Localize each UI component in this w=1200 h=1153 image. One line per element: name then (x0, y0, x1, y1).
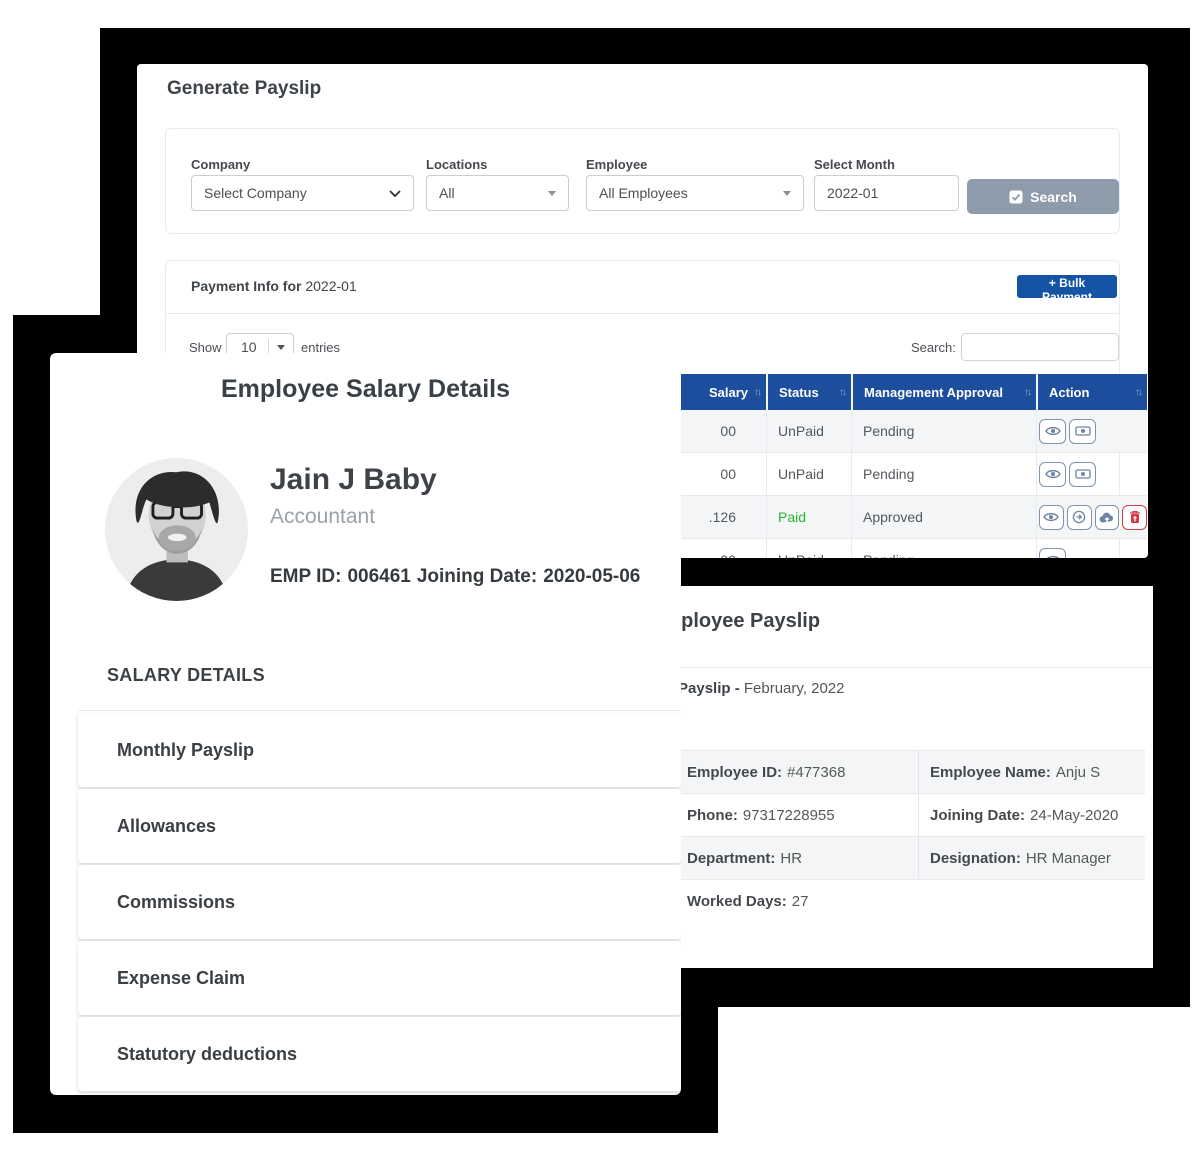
salary-cell: 00 (720, 423, 736, 439)
approval-cell: Approved (851, 496, 1036, 538)
detail-cell: Worked Days: 27 (687, 892, 809, 910)
caret-down-icon (783, 190, 791, 196)
table-search-label: Search: (911, 340, 956, 355)
divider (78, 710, 681, 711)
employee-name: Jain J Baby (270, 463, 437, 496)
status-cell: Paid (766, 496, 851, 538)
salary-cell: .126 (708, 509, 736, 525)
search-button[interactable]: Search (967, 179, 1119, 214)
eye-icon (1045, 554, 1061, 558)
payment-info-heading: Payment Info for 2022-01 (191, 278, 357, 294)
detail-cell (918, 880, 1145, 922)
salary-details-section-header: SALARY DETAILS (107, 665, 265, 685)
table-search-input[interactable] (961, 333, 1119, 361)
chevron-down-icon (389, 189, 401, 197)
view-button[interactable] (1039, 418, 1066, 444)
column-header-status[interactable]: Status ↑↓ (766, 374, 851, 410)
view-button[interactable] (1039, 504, 1064, 530)
action-cell (1036, 410, 1147, 452)
detail-cell: Phone: 97317228955 (687, 806, 835, 824)
month-label: Select Month (814, 157, 895, 172)
banknote-icon (1074, 468, 1091, 480)
checkbox-icon (1009, 190, 1023, 204)
pay-button[interactable] (1069, 418, 1096, 444)
employee-id-line: EMP ID: 006461 Joining Date: 2020-05-06 (270, 566, 641, 587)
view-button[interactable] (1039, 547, 1066, 558)
detail-cell: Joining Date: 24-May-2020 (918, 794, 1145, 836)
caret-down-icon (548, 190, 556, 196)
month-input[interactable]: 2022-01 (814, 175, 959, 211)
show-label: Show (189, 340, 222, 355)
employee-role: Accountant (270, 505, 376, 528)
approval-cell: Pending (851, 453, 1036, 495)
entries-label: entries (301, 340, 341, 355)
column-header-approval[interactable]: Management Approval ↑↓ (851, 374, 1036, 410)
modal-title: Employee Salary Details (220, 375, 511, 403)
trash-icon (1129, 510, 1141, 524)
page-title: Generate Payslip (167, 78, 322, 99)
employee-avatar (105, 458, 248, 601)
sort-icon: ↑↓ (1135, 386, 1143, 398)
company-label: Company (191, 157, 251, 172)
salary-cell: 00 (720, 466, 736, 482)
detail-cell: Employee Name: Anju S (918, 751, 1145, 793)
menu-item-allowances[interactable]: Allowances (78, 789, 681, 863)
bulk-payment-button[interactable]: + Bulk Payment (1017, 275, 1117, 304)
employee-label: Employee (586, 157, 648, 172)
circle-arrow-icon (1072, 510, 1086, 524)
paid-circle-button[interactable] (1066, 504, 1092, 530)
divider (166, 313, 1119, 314)
table-row: Worked Days: 27 (679, 880, 1145, 922)
action-cell (1036, 539, 1147, 558)
employee-payslip-card: Employee Payslip Payslip - February, 202… (650, 586, 1153, 968)
view-button[interactable] (1039, 461, 1066, 487)
table-row: Department: HR Designation: HR Manager (679, 837, 1145, 880)
menu-item-commissions[interactable]: Commissions (78, 865, 681, 939)
detail-cell: Department: HR (687, 849, 803, 867)
banknote-icon (1074, 425, 1091, 437)
status-cell: UnPaid (766, 410, 851, 452)
company-select[interactable]: Select Company (191, 175, 414, 211)
status-cell: UnPaid (766, 453, 851, 495)
menu-item-monthly-payslip[interactable]: Monthly Payslip (78, 713, 681, 787)
sort-icon: ↑↓ (754, 386, 762, 398)
cloud-upload-icon (1099, 511, 1115, 524)
delete-button[interactable] (1122, 504, 1147, 530)
employee-select[interactable]: All Employees (586, 175, 804, 211)
eye-icon (1043, 511, 1060, 523)
eye-icon (1044, 468, 1061, 480)
action-cell (1036, 453, 1147, 495)
action-cell (1036, 496, 1147, 538)
status-cell: UnPaid (766, 539, 851, 558)
sort-icon: ↑↓ (839, 386, 847, 398)
menu-item-expense-claim[interactable]: Expense Claim (78, 941, 681, 1015)
payslip-details-table: Employee ID: #477368 Employee Name: Anju S… (679, 750, 1145, 922)
eye-icon (1044, 425, 1061, 437)
filter-panel: Company Locations Employee Select Month … (165, 128, 1120, 234)
upload-payslip-button[interactable] (1094, 504, 1120, 530)
salary-cell: 00 (195, 539, 766, 558)
sort-icon: ↑↓ (1024, 386, 1032, 398)
locations-select[interactable]: All (426, 175, 569, 211)
divider (650, 667, 1153, 668)
pay-button[interactable] (1069, 461, 1096, 487)
column-header-action[interactable]: Action ↑↓ (1036, 374, 1147, 410)
employee-salary-details-modal: Employee Salary Details Jain J Baby Acco… (50, 353, 681, 1095)
payslip-card-title: Employee Payslip (650, 610, 821, 632)
menu-item-statutory-deductions[interactable]: Statutory deductions (78, 1017, 681, 1091)
table-row: Employee ID: #477368 Employee Name: Anju S (679, 751, 1145, 794)
approval-cell: Pending (851, 539, 1036, 558)
approval-cell: Pending (851, 410, 1036, 452)
caret-down-icon (277, 344, 285, 350)
payslip-period: Payslip - February, 2022 (678, 680, 845, 697)
detail-cell: Employee ID: #477368 (687, 763, 846, 781)
detail-cell: Designation: HR Manager (918, 837, 1145, 879)
locations-label: Locations (426, 157, 488, 172)
table-row: Phone: 97317228955 Joining Date: 24-May-20… (679, 794, 1145, 837)
column-header-salary[interactable]: Salary ↑↓ (708, 384, 762, 400)
table-row: 00 UnPaid Pending (195, 539, 1147, 558)
